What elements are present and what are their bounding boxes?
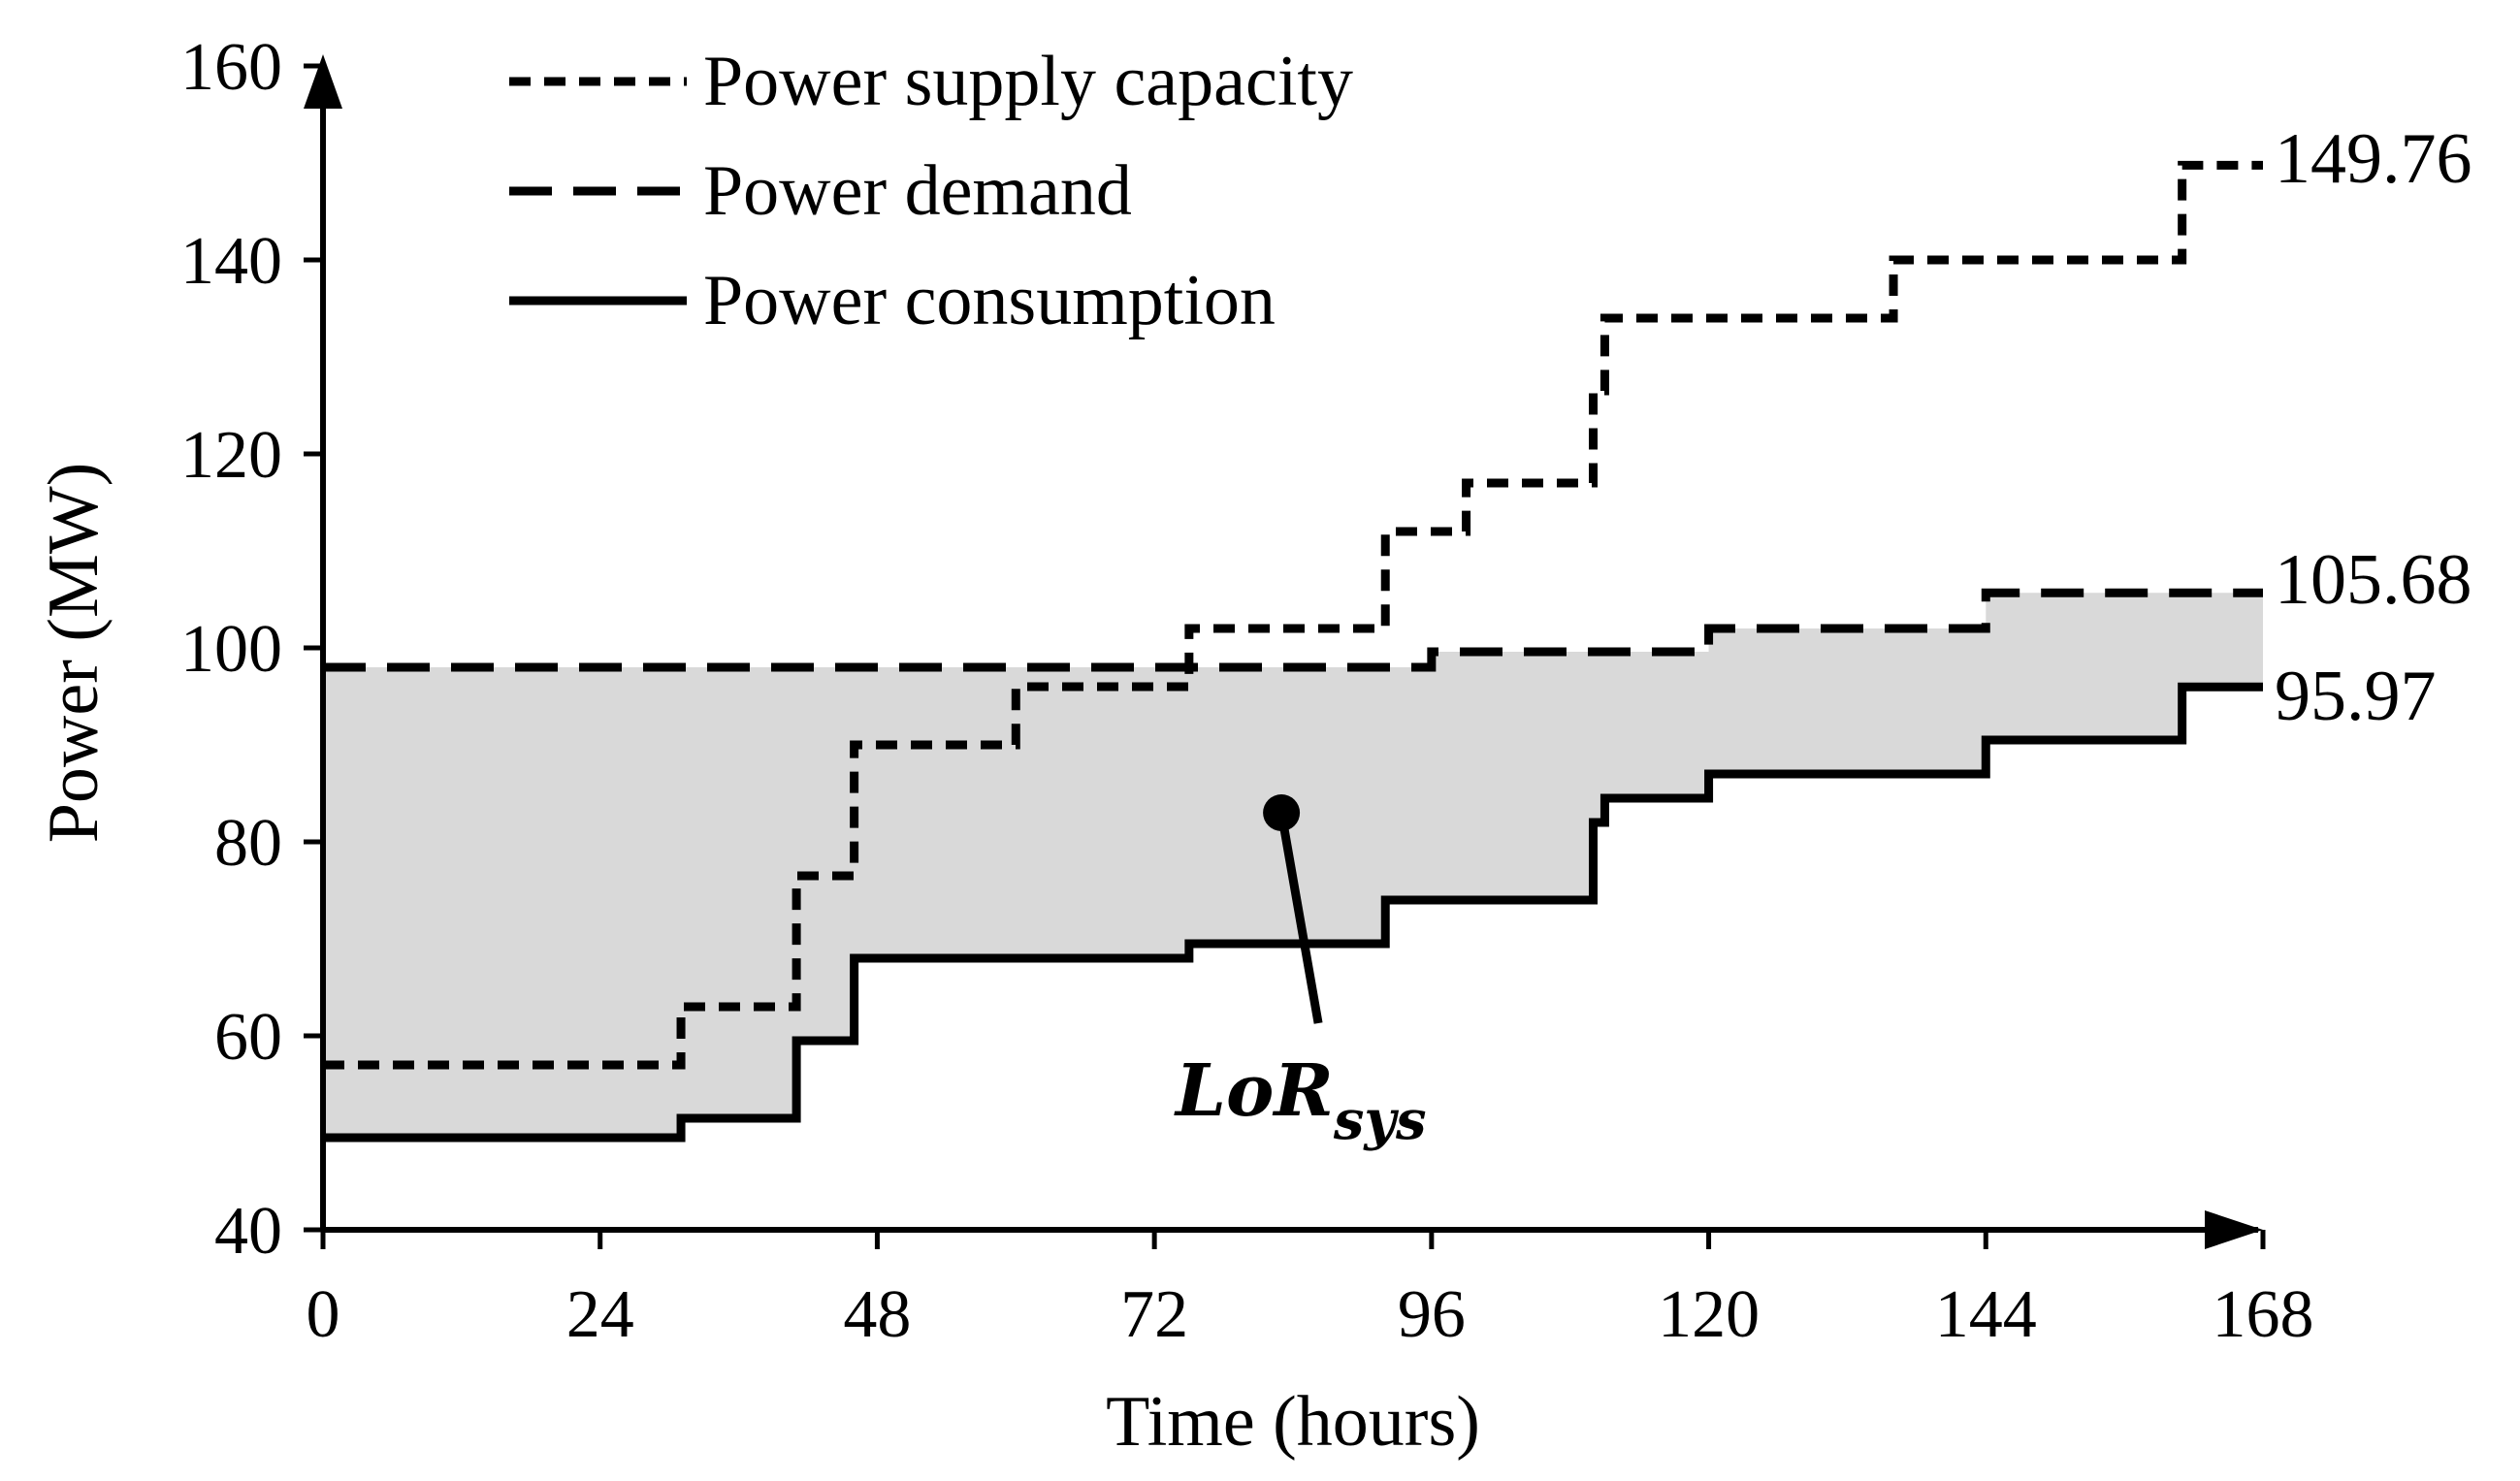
annotation-label-subscript: sys [1333, 1088, 1427, 1152]
x-tick-label: 72 [1120, 1277, 1188, 1352]
x-tick-label: 144 [1935, 1277, 2037, 1352]
legend-label: Power consumption [703, 261, 1276, 340]
x-tick-label: 48 [843, 1277, 911, 1352]
y-tick-label: 160 [180, 30, 282, 105]
y-tick-label: 120 [180, 418, 282, 493]
y-tick-label: 60 [214, 1000, 282, 1075]
y-tick-label: 100 [180, 612, 282, 687]
y-tick-label: 40 [214, 1194, 282, 1269]
x-tick-label: 24 [566, 1277, 634, 1352]
y-axis-title: Power (MW) [34, 463, 113, 844]
end-value-label: 149.76 [2275, 119, 2472, 199]
x-axis-title: Time (hours) [1106, 1382, 1480, 1462]
x-tick-label: 96 [1398, 1277, 1466, 1352]
legend-label: Power supply capacity [703, 42, 1353, 121]
series-line-dotted [323, 160, 2263, 1070]
legend-label: Power demand [703, 151, 1132, 231]
x-axis-arrow-icon [2205, 1210, 2263, 1249]
y-tick-label: 140 [180, 224, 282, 299]
y-axis-arrow-icon [304, 54, 342, 109]
annotation-label-main: LoR [1174, 1049, 1334, 1133]
annotation-pointer [1276, 812, 1323, 1024]
series-line-solid [323, 682, 2263, 1143]
end-value-label: 95.97 [2275, 657, 2437, 736]
annotation-label: LoRsys [1174, 1049, 1426, 1152]
x-tick-label: 0 [307, 1277, 340, 1352]
x-tick-label: 120 [1658, 1277, 1760, 1352]
x-tick-label: 168 [2213, 1277, 2314, 1352]
y-tick-label: 80 [214, 806, 282, 881]
end-value-label: 105.68 [2275, 540, 2472, 620]
